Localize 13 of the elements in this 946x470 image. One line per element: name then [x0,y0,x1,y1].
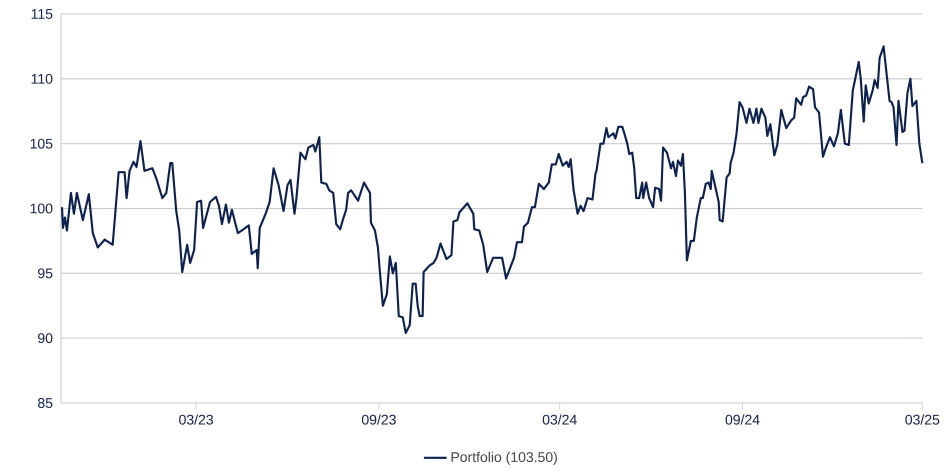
x-tick-label: 03/24 [542,414,577,425]
y-tick-label: 100 [30,204,52,214]
x-tick-label: 03/25 [905,414,940,425]
y-tick-label: 85 [38,398,52,408]
y-tick-label: 110 [32,74,52,84]
x-tick-label: 09/24 [726,414,760,425]
y-tick-label: 105 [30,138,52,149]
y-tick-label: 90 [38,333,52,344]
legend-label: Portfolio (103.50) [452,452,557,465]
x-tick-label: 09/23 [362,414,396,425]
y-tick-label: 115 [32,9,52,19]
x-tick-label: 03/23 [179,414,214,425]
y-tick-label: 95 [38,268,52,278]
